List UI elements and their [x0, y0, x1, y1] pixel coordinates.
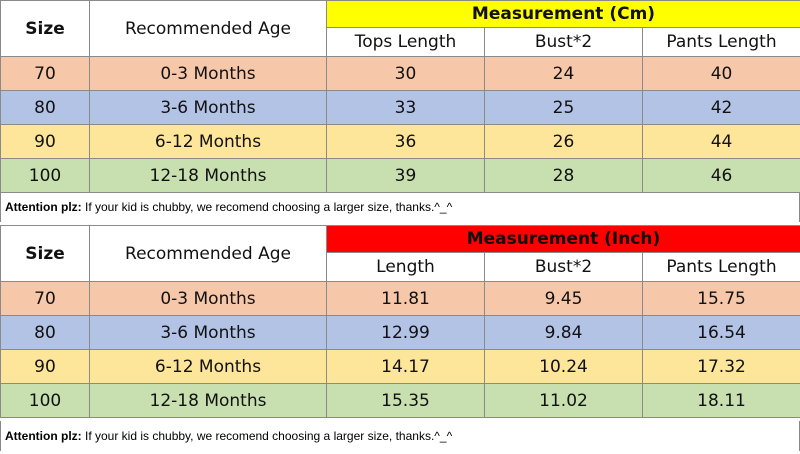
size-cell: 70	[0, 281, 90, 316]
bust-header: Bust*2	[484, 27, 643, 57]
length-cell: 14.17	[326, 349, 485, 384]
table-row: 70 0-3 Months 30 24 40	[0, 56, 800, 91]
attention-label: Attention plz:	[5, 429, 82, 443]
age-cell: 0-3 Months	[89, 56, 327, 91]
table-row: 100 12-18 Months 15.35 11.02 18.11	[0, 383, 800, 418]
attention-label: Attention plz:	[5, 200, 82, 214]
pants-cell: 46	[641, 158, 800, 193]
bust-cell: 28	[484, 158, 643, 193]
attention-text: If your kid is chubby, we recomend choos…	[81, 429, 453, 443]
measurement-header: Measurement (Cm)	[325, 0, 800, 28]
bust-cell: 26	[484, 124, 643, 159]
age-header: Recommended Age	[89, 0, 327, 57]
attention-note: Attention plz: If your kid is chubby, we…	[0, 192, 800, 222]
size-cell: 80	[0, 90, 90, 125]
age-cell: 12-18 Months	[89, 158, 327, 193]
age-cell: 12-18 Months	[89, 383, 327, 418]
measurement-header: Measurement (Inch)	[325, 225, 800, 253]
table-row: 90 6-12 Months 14.17 10.24 17.32	[0, 349, 800, 384]
size-cell: 100	[0, 383, 90, 418]
age-cell: 6-12 Months	[89, 349, 327, 384]
tops-cell: 33	[326, 90, 485, 125]
size-cell: 70	[0, 56, 90, 91]
age-cell: 6-12 Months	[89, 124, 327, 159]
pants-cell: 17.32	[641, 349, 800, 384]
table-row: 70 0-3 Months 11.81 9.45 15.75	[0, 281, 800, 316]
attention-note: Attention plz: If your kid is chubby, we…	[0, 421, 800, 451]
size-header: Size	[0, 225, 90, 282]
header-row: Size Recommended Age Measurement (Cm)	[0, 0, 800, 57]
bust-cell: 9.84	[484, 315, 643, 350]
table-row: 80 3-6 Months 33 25 42	[0, 90, 800, 125]
pants-cell: 16.54	[641, 315, 800, 350]
size-cell: 100	[0, 158, 90, 193]
table-row: 100 12-18 Months 39 28 46	[0, 158, 800, 193]
length-cell: 15.35	[326, 383, 485, 418]
pants-cell: 18.11	[641, 383, 800, 418]
table-row: 90 6-12 Months 36 26 44	[0, 124, 800, 159]
age-cell: 3-6 Months	[89, 90, 327, 125]
pants-length-header: Pants Length	[641, 252, 800, 282]
size-table-inch: Size Recommended Age Measurement (Inch) …	[0, 225, 800, 418]
length-cell: 11.81	[326, 281, 485, 316]
tops-cell: 39	[326, 158, 485, 193]
size-header: Size	[0, 0, 90, 57]
tops-cell: 36	[326, 124, 485, 159]
bust-cell: 25	[484, 90, 643, 125]
pants-cell: 42	[641, 90, 800, 125]
subheader-row: Length Bust*2 Pants Length	[1, 252, 800, 282]
size-cell: 80	[0, 315, 90, 350]
age-cell: 0-3 Months	[89, 281, 327, 316]
pants-cell: 44	[641, 124, 800, 159]
age-header: Recommended Age	[89, 225, 327, 282]
bust-header: Bust*2	[484, 252, 643, 282]
bust-cell: 9.45	[484, 281, 643, 316]
table-row: 80 3-6 Months 12.99 9.84 16.54	[0, 315, 800, 350]
length-header: Length	[326, 252, 485, 282]
bust-cell: 11.02	[484, 383, 643, 418]
size-cell: 90	[0, 124, 90, 159]
size-table-cm: Size Recommended Age Measurement (Cm) To…	[0, 0, 800, 193]
bust-cell: 24	[484, 56, 643, 91]
size-cell: 90	[0, 349, 90, 384]
pants-length-header: Pants Length	[641, 27, 800, 57]
bust-cell: 10.24	[484, 349, 643, 384]
pants-cell: 15.75	[641, 281, 800, 316]
pants-cell: 40	[641, 56, 800, 91]
header-row: Size Recommended Age Measurement (Inch)	[0, 225, 800, 282]
age-cell: 3-6 Months	[89, 315, 327, 350]
length-cell: 12.99	[326, 315, 485, 350]
attention-text: If your kid is chubby, we recomend choos…	[81, 200, 453, 214]
tops-cell: 30	[326, 56, 485, 91]
tops-length-header: Tops Length	[326, 27, 485, 57]
